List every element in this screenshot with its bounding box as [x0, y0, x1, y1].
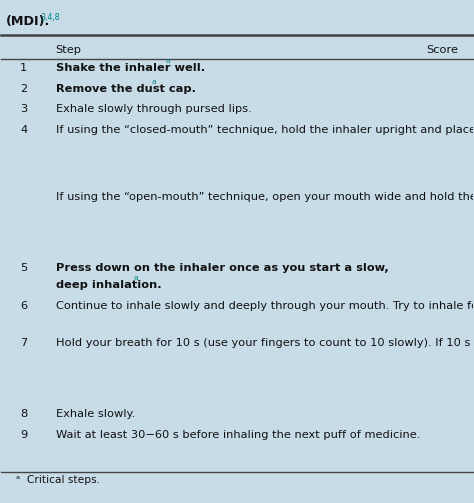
Text: Hold your breath for 10 s (use your fingers to count to 10 slowly). If 10 s make: Hold your breath for 10 s (use your fing… [55, 339, 474, 348]
Text: If using the “closed-mouth” technique, hold the inhaler upright and place the mo: If using the “closed-mouth” technique, h… [55, 125, 474, 135]
Text: 5: 5 [20, 263, 27, 273]
Text: Wait at least 30−60 s before inhaling the next puff of medicine.: Wait at least 30−60 s before inhaling th… [55, 430, 420, 440]
Text: Exhale slowly through pursed lips.: Exhale slowly through pursed lips. [55, 104, 251, 114]
Text: 3: 3 [20, 104, 27, 114]
Text: Step: Step [55, 45, 82, 55]
Text: 2: 2 [20, 83, 27, 94]
Text: a: a [133, 275, 138, 281]
Text: a: a [152, 78, 156, 85]
Text: 8: 8 [20, 409, 27, 420]
Text: Press down on the inhaler once as you start a slow,: Press down on the inhaler once as you st… [55, 263, 388, 273]
Text: Shake the inhaler well.: Shake the inhaler well. [55, 63, 205, 73]
Text: (MDI).: (MDI). [6, 16, 50, 28]
Text: a: a [165, 58, 170, 64]
Text: 4: 4 [20, 125, 27, 135]
Text: 3,4,8: 3,4,8 [40, 13, 60, 22]
Text: 1: 1 [20, 63, 27, 73]
Text: If using the “open-mouth” technique, open your mouth wide and hold the inhaler u: If using the “open-mouth” technique, ope… [55, 192, 474, 202]
Text: ᵃ  Critical steps.: ᵃ Critical steps. [16, 475, 100, 485]
Text: Continue to inhale slowly and deeply through your mouth. Try to inhale for at le: Continue to inhale slowly and deeply thr… [55, 301, 474, 311]
Text: 6: 6 [20, 301, 27, 311]
Text: 9: 9 [20, 430, 27, 440]
Text: deep inhalation.: deep inhalation. [55, 280, 161, 290]
Text: Exhale slowly.: Exhale slowly. [55, 409, 135, 420]
Text: Score: Score [427, 45, 458, 55]
Text: 7: 7 [20, 339, 27, 348]
Text: Remove the dust cap.: Remove the dust cap. [55, 83, 196, 94]
